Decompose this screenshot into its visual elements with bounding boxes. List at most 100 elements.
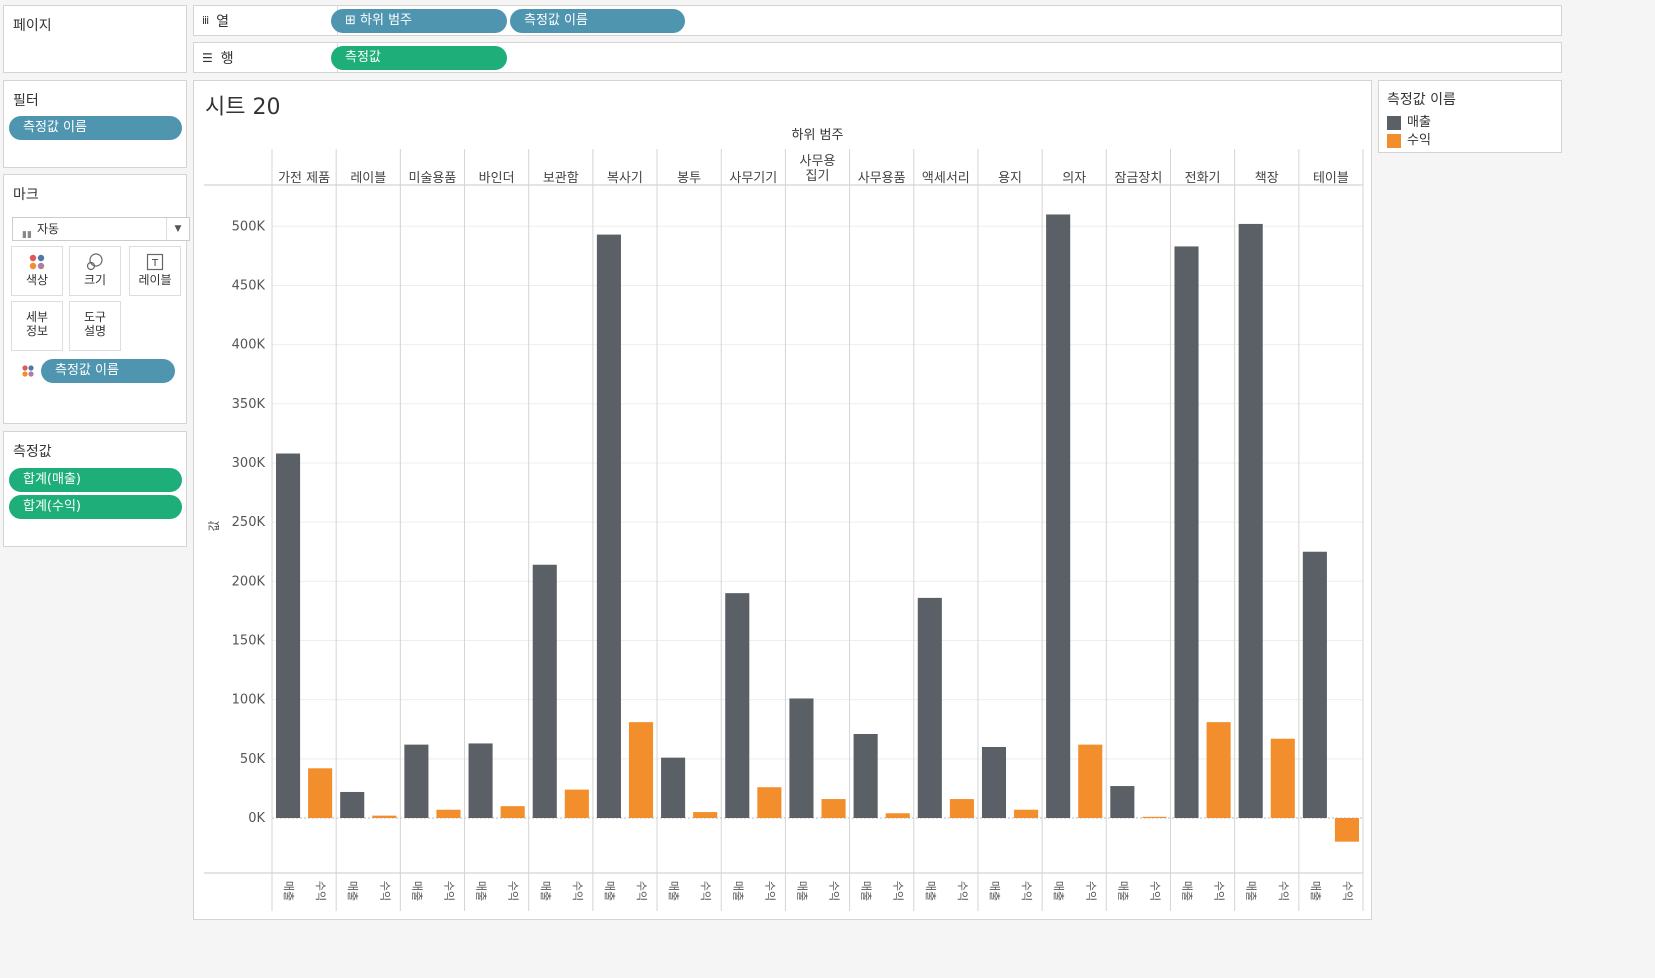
y-tick-label: 100K bbox=[232, 693, 266, 708]
marks-color-pill[interactable]: 측정값 이름 bbox=[41, 359, 175, 383]
bar-profit bbox=[821, 799, 846, 818]
mark-color-button[interactable]: 색상 bbox=[11, 246, 63, 296]
category-header-label: 사무용품 bbox=[858, 171, 906, 186]
x-sub-label: 매출 bbox=[539, 881, 552, 901]
x-sub-label: 수익 bbox=[571, 881, 584, 901]
x-sub-label: 매출 bbox=[731, 881, 744, 901]
bar-sales bbox=[468, 743, 493, 818]
measure-pill-sales[interactable]: 합계(매출) bbox=[9, 468, 182, 492]
category-header-label: 전화기 bbox=[1185, 171, 1221, 186]
measures-title: 측정값 bbox=[13, 444, 52, 460]
category-header-label: 의자 bbox=[1062, 171, 1086, 186]
filters-title: 필터 bbox=[13, 93, 39, 109]
bar-sales bbox=[981, 746, 1007, 818]
mark-type-dropdown[interactable]: ▮▮ 자동 ▼ bbox=[12, 217, 190, 241]
text-label-icon: T bbox=[146, 253, 164, 271]
category-header-label: 복사기 bbox=[607, 171, 643, 186]
rows-shelf-label: ☰ 행 bbox=[202, 43, 234, 72]
y-tick-label: 50K bbox=[240, 752, 266, 767]
bar-profit bbox=[949, 799, 974, 818]
mark-label-button[interactable]: T 레이블 bbox=[129, 246, 181, 296]
mark-size-button[interactable]: 크기 bbox=[69, 246, 121, 296]
bar-sales bbox=[725, 593, 750, 818]
x-sub-label: 수익 bbox=[442, 881, 455, 901]
x-sub-label: 매출 bbox=[475, 881, 488, 901]
measure-pill-profit[interactable]: 합계(수익) bbox=[9, 495, 182, 519]
y-tick-label: 300K bbox=[232, 456, 266, 471]
bar-profit bbox=[885, 813, 910, 818]
y-tick-label: 400K bbox=[232, 338, 266, 353]
rows-shelf: ☰ 행 측정값 bbox=[193, 42, 1562, 73]
legend-panel: 측정값 이름 매출 수익 bbox=[1378, 80, 1562, 153]
category-header-label: 용지 bbox=[998, 171, 1022, 186]
y-tick-label: 350K bbox=[232, 397, 266, 412]
sheet-title: 시트 20 bbox=[205, 95, 281, 120]
pages-panel: 페이지 bbox=[3, 5, 187, 73]
x-sub-label: 수익 bbox=[1148, 881, 1161, 901]
bar-sales bbox=[276, 453, 301, 818]
bar-profit bbox=[372, 815, 397, 818]
category-header-label: 테이블 bbox=[1313, 171, 1349, 186]
bar-sales bbox=[661, 757, 686, 818]
bar-profit bbox=[308, 768, 333, 818]
chevron-down-icon: ▼ bbox=[166, 218, 189, 240]
x-sub-label: 수익 bbox=[1084, 881, 1097, 901]
color-dots-icon bbox=[22, 365, 34, 377]
legend-label-profit: 수익 bbox=[1407, 133, 1431, 148]
column-header-title: 하위 범주 bbox=[792, 128, 844, 143]
marks-title: 마크 bbox=[13, 187, 39, 203]
filters-panel: 필터 측정값 이름 bbox=[3, 80, 187, 168]
legend-item-profit[interactable]: 수익 bbox=[1387, 132, 1431, 150]
columns-pill-subcategory[interactable]: ⊞ 하위 범주 bbox=[331, 9, 507, 33]
bar-profit bbox=[564, 789, 589, 818]
category-header-label: 보관함 bbox=[543, 171, 579, 186]
color-dots-icon bbox=[29, 254, 45, 270]
category-header-label: 바인더 bbox=[479, 171, 515, 186]
legend-item-sales[interactable]: 매출 bbox=[1387, 114, 1431, 132]
mark-tooltip-label: 도구 설명 bbox=[83, 310, 107, 338]
x-sub-label: 수익 bbox=[763, 881, 776, 901]
category-header-label: 미술용품 bbox=[409, 171, 457, 186]
bar-sales bbox=[1046, 214, 1071, 818]
legend-label-sales: 매출 bbox=[1407, 115, 1431, 130]
category-header-label: 잠금장치 bbox=[1114, 171, 1162, 186]
category-header-label: 가전 제품 bbox=[278, 171, 330, 186]
mark-type-value: 자동 bbox=[37, 222, 60, 236]
bar-profit bbox=[436, 809, 461, 818]
pages-title: 페이지 bbox=[13, 18, 52, 34]
bar-profit bbox=[1078, 744, 1103, 818]
columns-label-text: 열 bbox=[216, 13, 230, 30]
x-sub-label: 수익 bbox=[699, 881, 712, 901]
columns-shelf: iii 열 ⊞ 하위 범주 측정값 이름 bbox=[193, 5, 1562, 36]
category-header-label: 액세서리 bbox=[922, 171, 970, 186]
category-header-label: 봉투 bbox=[677, 171, 701, 186]
category-header-label: 집기 bbox=[806, 169, 830, 184]
x-sub-label: 수익 bbox=[892, 881, 905, 901]
x-sub-label: 매출 bbox=[860, 881, 873, 901]
bar-profit bbox=[1206, 722, 1231, 818]
filter-pill-measure-names[interactable]: 측정값 이름 bbox=[9, 116, 182, 140]
columns-pill-measure-names[interactable]: 측정값 이름 bbox=[510, 9, 685, 33]
x-sub-label: 매출 bbox=[1245, 881, 1258, 901]
bar-sales bbox=[1238, 223, 1263, 818]
legend-swatch-sales bbox=[1387, 116, 1401, 130]
mark-detail-label: 세부 정보 bbox=[25, 310, 49, 338]
category-header-label: 사무기기 bbox=[729, 171, 777, 186]
rows-pill-measure-values[interactable]: 측정값 bbox=[331, 46, 507, 70]
bar-sales bbox=[596, 234, 621, 818]
x-sub-label: 수익 bbox=[828, 881, 841, 901]
bar-sales bbox=[1174, 246, 1199, 819]
x-sub-label: 수익 bbox=[635, 881, 648, 901]
mark-label-label: 레이블 bbox=[138, 273, 172, 287]
x-sub-label: 매출 bbox=[1116, 881, 1129, 901]
bar-sales bbox=[789, 698, 814, 818]
mark-tooltip-button[interactable]: 도구 설명 bbox=[69, 301, 121, 351]
mark-detail-button[interactable]: 세부 정보 bbox=[11, 301, 63, 351]
columns-shelf-label: iii 열 bbox=[202, 6, 229, 35]
bar-profit bbox=[500, 806, 525, 818]
x-sub-label: 매출 bbox=[603, 881, 616, 901]
y-tick-label: 150K bbox=[232, 633, 266, 648]
measures-panel: 측정값 합계(매출) 합계(수익) bbox=[3, 431, 187, 547]
bar-chart: 하위 범주 0K 50K 100K 150K 200K 250K 300K 350K 400K 45… bbox=[204, 128, 1364, 911]
rows-label-text: 행 bbox=[220, 50, 234, 67]
